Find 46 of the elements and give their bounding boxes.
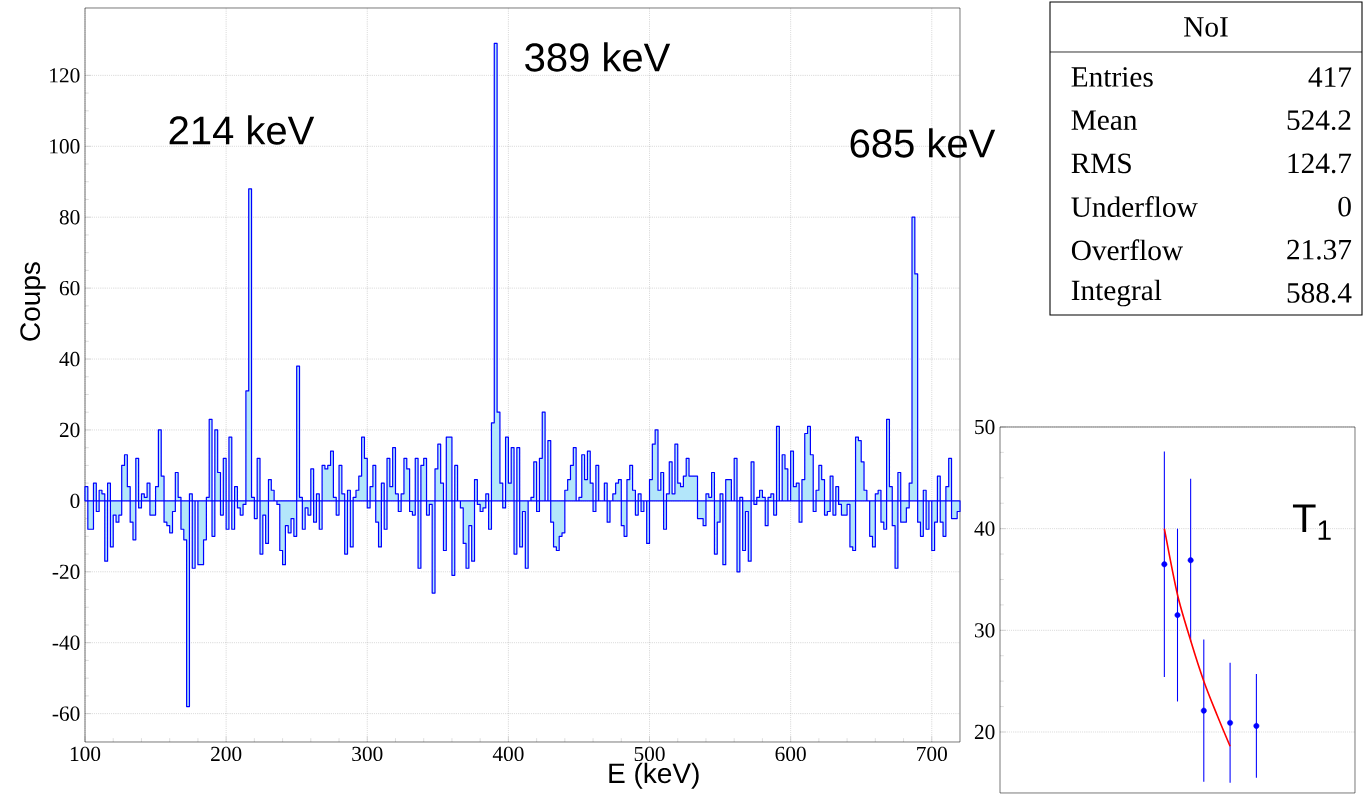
text: Underflow — [1071, 196, 1198, 218]
y-axis-title: Coups — [20, 262, 46, 341]
x-tick-label: 100 — [70, 746, 101, 762]
y-tick-label: -20 — [52, 564, 80, 579]
y-tick-label: -40 — [52, 635, 80, 650]
y-tick-label: -60 — [52, 706, 80, 721]
point — [1187, 557, 1194, 564]
x-axis-title: E (keV) — [609, 762, 699, 789]
annotation: T$_{1}$ — [1292, 504, 1331, 540]
y-tick-label: 20 — [59, 422, 80, 438]
text: 417 — [1308, 67, 1352, 87]
y-tick-label: 0 — [70, 493, 80, 509]
x-tick-label: 500 — [634, 746, 665, 762]
point — [1161, 561, 1168, 568]
point — [1227, 719, 1234, 726]
x-tick-label: 300 — [352, 746, 383, 762]
text: Entries — [1071, 67, 1153, 87]
text: NoI — [1184, 17, 1228, 37]
y-tick-label: 50 — [975, 419, 995, 435]
y-tick-label: 120 — [50, 68, 80, 83]
text: 124.7 — [1288, 153, 1352, 174]
x-tick-label: 600 — [775, 746, 806, 762]
x-tick-label: 700 — [917, 746, 947, 762]
annotation: 389 keV — [525, 42, 671, 72]
point — [1200, 707, 1207, 714]
text: Mean — [1071, 110, 1138, 130]
text: RMS — [1071, 153, 1131, 174]
x-tick-label: 400 — [492, 746, 524, 762]
point — [1253, 722, 1260, 729]
text: Integral — [1071, 279, 1162, 307]
y-tick-label: 40 — [974, 521, 995, 536]
y-tick-label: 100 — [50, 139, 80, 154]
text: 524.2 — [1287, 110, 1351, 131]
y-tick-label: 60 — [59, 280, 80, 296]
y-tick-label: 80 — [59, 210, 80, 225]
annotation: 214 keV — [169, 115, 315, 145]
y-tick-label: 20 — [974, 724, 995, 740]
text: 588.4 — [1287, 283, 1352, 303]
point — [1174, 612, 1181, 619]
text: 21.37 — [1287, 239, 1352, 260]
annotation: 685 keV — [850, 128, 996, 158]
text: 0 — [1338, 196, 1351, 217]
y-tick-label: 40 — [59, 351, 80, 367]
text: Overflow — [1071, 239, 1183, 261]
y-tick-label: 30 — [974, 623, 995, 638]
x-tick-label: 200 — [211, 746, 242, 762]
